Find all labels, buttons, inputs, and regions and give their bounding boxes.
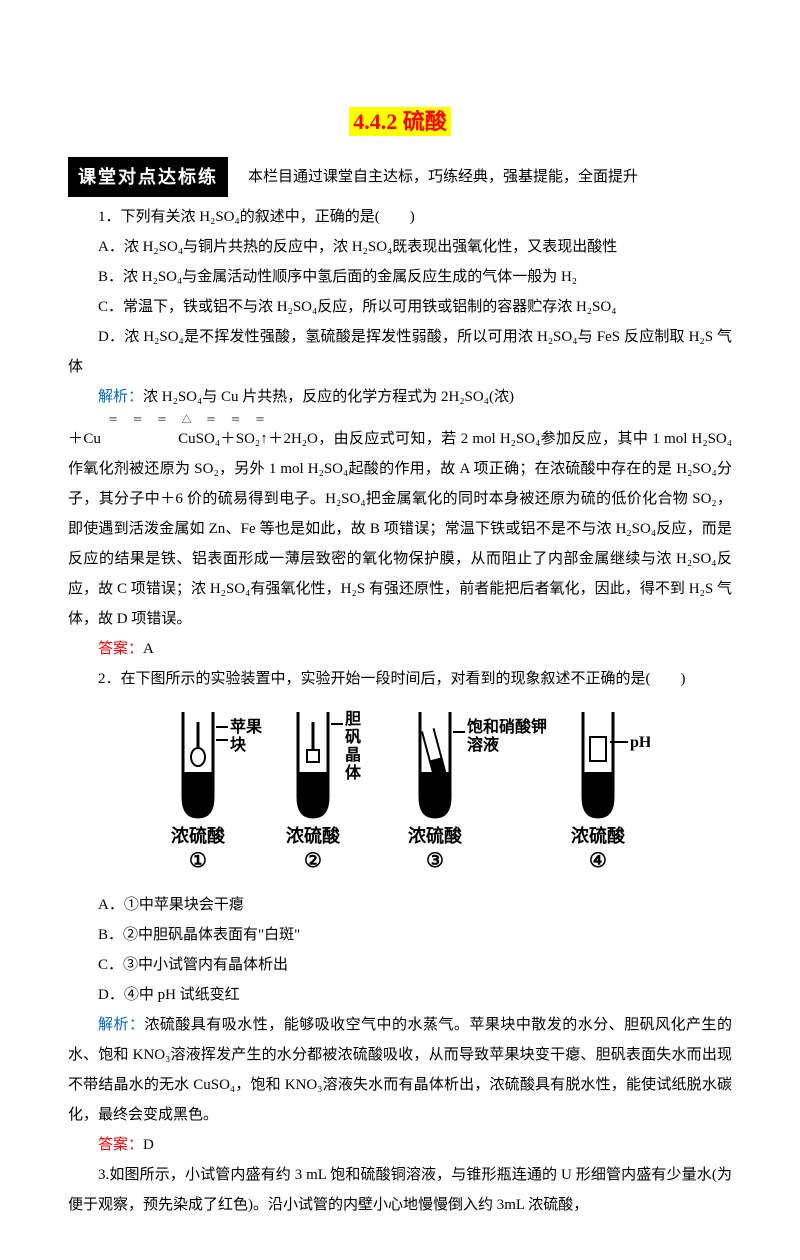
q2-answer-value: D bbox=[143, 1137, 154, 1153]
tube2-bottom-label: 浓硫酸 bbox=[286, 825, 341, 846]
q3-stem: 3.如图所示，小试管内盛有约 3 mL 饱和硫酸铜溶液，与锥形瓶连通的 U 形细… bbox=[68, 1160, 732, 1220]
q1-answer: 答案：A bbox=[68, 634, 732, 664]
tube2-top-l1: 胆 bbox=[345, 710, 361, 728]
section-header: 课堂对点达标练 本栏目通过课堂自主达标，巧练经典，强基提能，全面提升 bbox=[68, 162, 732, 192]
q2-option-d: D．④中 pH 试纸变红 bbox=[68, 980, 732, 1010]
tube2-top-l2: 矾 bbox=[345, 728, 361, 746]
q2-option-c: C．③中小试管内有晶体析出 bbox=[68, 950, 732, 980]
title-text: 4.4.2 硫酸 bbox=[349, 107, 451, 136]
q2-explain: 解析：浓硫酸具有吸水性，能够吸收空气中的水蒸气。苹果块中散发的水分、胆矾风化产生… bbox=[68, 1010, 732, 1130]
tube4-num: ④ bbox=[589, 850, 607, 872]
section-label: 课堂对点达标练 bbox=[68, 157, 228, 197]
document-title: 4.4.2 硫酸 bbox=[68, 100, 732, 144]
q2-explain-text: 浓硫酸具有吸水性，能够吸收空气中的水蒸气。苹果块中散发的水分、胆矾风化产生的水、… bbox=[68, 1017, 732, 1123]
tube1-bottom-label: 浓硫酸 bbox=[171, 825, 226, 846]
tube1-top-label-l1: 苹果 bbox=[230, 717, 262, 736]
q1-answer-label: 答案： bbox=[98, 641, 143, 657]
tube3-bottom-label: 浓硫酸 bbox=[408, 825, 463, 846]
q1-answer-value: A bbox=[143, 641, 154, 657]
q1-stem: 1．下列有关浓 H₂SO₄的叙述中，正确的是( ) bbox=[68, 202, 732, 232]
q2-option-b: B．②中胆矾晶体表面有"白斑" bbox=[68, 920, 732, 950]
tube2-top-l3: 晶 bbox=[345, 746, 361, 764]
q1-explain-label: 解析： bbox=[98, 389, 143, 405]
q1-explain-text1: 浓 H₂SO₄与 Cu 片共热，反应的化学方程式为 2H₂SO₄(浓) bbox=[143, 389, 514, 405]
experiment-figure: 苹果 块 浓硫酸 ① 胆 矾 晶 体 浓硫酸 ② 饱和硝酸钾 溶液 浓硫酸 ③ bbox=[150, 702, 650, 882]
q2-answer: 答案：D bbox=[68, 1130, 732, 1160]
q2-stem: 2．在下图所示的实验装置中，实验开始一段时间后，对看到的现象叙述不正确的是( ) bbox=[68, 664, 732, 694]
q1-explain-p1: 解析：浓 H₂SO₄与 Cu 片共热，反应的化学方程式为 2H₂SO₄(浓) bbox=[68, 382, 732, 412]
q1-option-c: C．常温下，铁或铝不与浓 H₂SO₄反应，所以可用铁或铝制的容器贮存浓 H₂SO… bbox=[68, 292, 732, 322]
tube4-top-label: pH试纸 bbox=[630, 732, 650, 751]
tube2-num: ② bbox=[304, 850, 322, 872]
tube-3: 饱和硝酸钾 溶液 浓硫酸 ③ bbox=[408, 712, 547, 872]
tube2-top-l4: 体 bbox=[345, 763, 362, 782]
tube3-top-l1: 饱和硝酸钾 bbox=[467, 717, 547, 736]
q1-option-a: A．浓 H₂SO₄与铜片共热的反应中，浓 H₂SO₄既表现出强氧化性，又表现出酸… bbox=[68, 232, 732, 262]
tube3-num: ③ bbox=[426, 850, 444, 872]
q1-explain-p2: ＋Cu CuSO₄＋SO₂↑＋2H₂O，由反应式可知，若 2 mol H₂SO₄… bbox=[68, 424, 732, 634]
q2-option-a: A．①中苹果块会干瘪 bbox=[68, 890, 732, 920]
q2-explain-label: 解析： bbox=[98, 1017, 144, 1033]
section-caption: 本栏目通过课堂自主达标，巧练经典，强基提能，全面提升 bbox=[248, 162, 638, 192]
tube3-top-l2: 溶液 bbox=[467, 735, 500, 754]
q2-answer-label: 答案： bbox=[98, 1137, 143, 1153]
tube-1: 苹果 块 浓硫酸 ① bbox=[171, 712, 262, 872]
tube1-num: ① bbox=[189, 850, 207, 872]
tube4-bottom-label: 浓硫酸 bbox=[571, 825, 626, 846]
tube-2: 胆 矾 晶 体 浓硫酸 ② bbox=[286, 710, 362, 872]
q1-option-d: D．浓 H₂SO₄是不挥发性强酸，氢硫酸是挥发性弱酸，所以可用浓 H₂SO₄与 … bbox=[68, 322, 732, 382]
tube-4: pH试纸 浓硫酸 ④ bbox=[571, 712, 650, 872]
tube1-top-label-l2: 块 bbox=[230, 736, 247, 754]
q1-option-b: B．浓 H₂SO₄与金属活动性顺序中氢后面的金属反应生成的气体一般为 H₂ bbox=[68, 262, 732, 292]
